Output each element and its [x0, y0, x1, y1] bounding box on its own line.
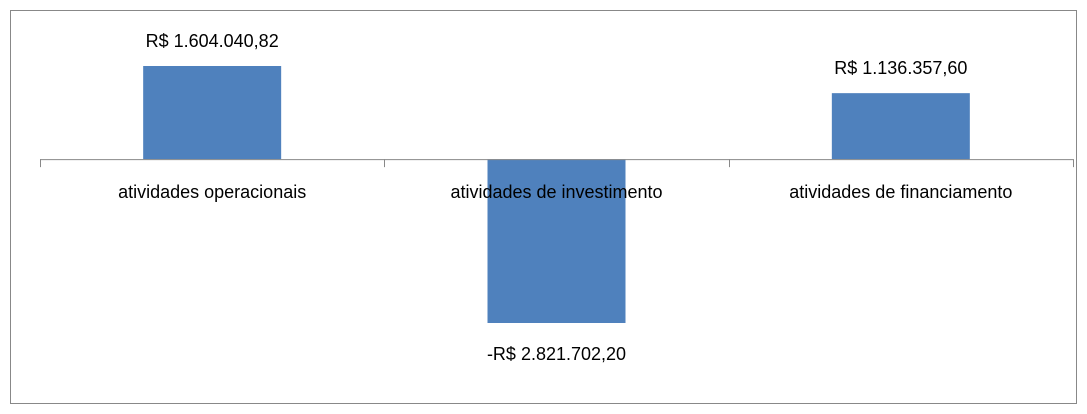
x-tick-label: atividades operacionais [118, 182, 306, 202]
bar [487, 159, 626, 323]
data-label: R$ 1.136.357,60 [834, 58, 967, 78]
bar [143, 66, 282, 160]
x-tick-label: atividades de financiamento [789, 182, 1012, 202]
bar [831, 93, 970, 160]
data-label: R$ 1.604.040,82 [146, 31, 279, 51]
x-tick-label: atividades de investimento [450, 182, 662, 202]
data-label: -R$ 2.821.702,20 [487, 344, 626, 364]
